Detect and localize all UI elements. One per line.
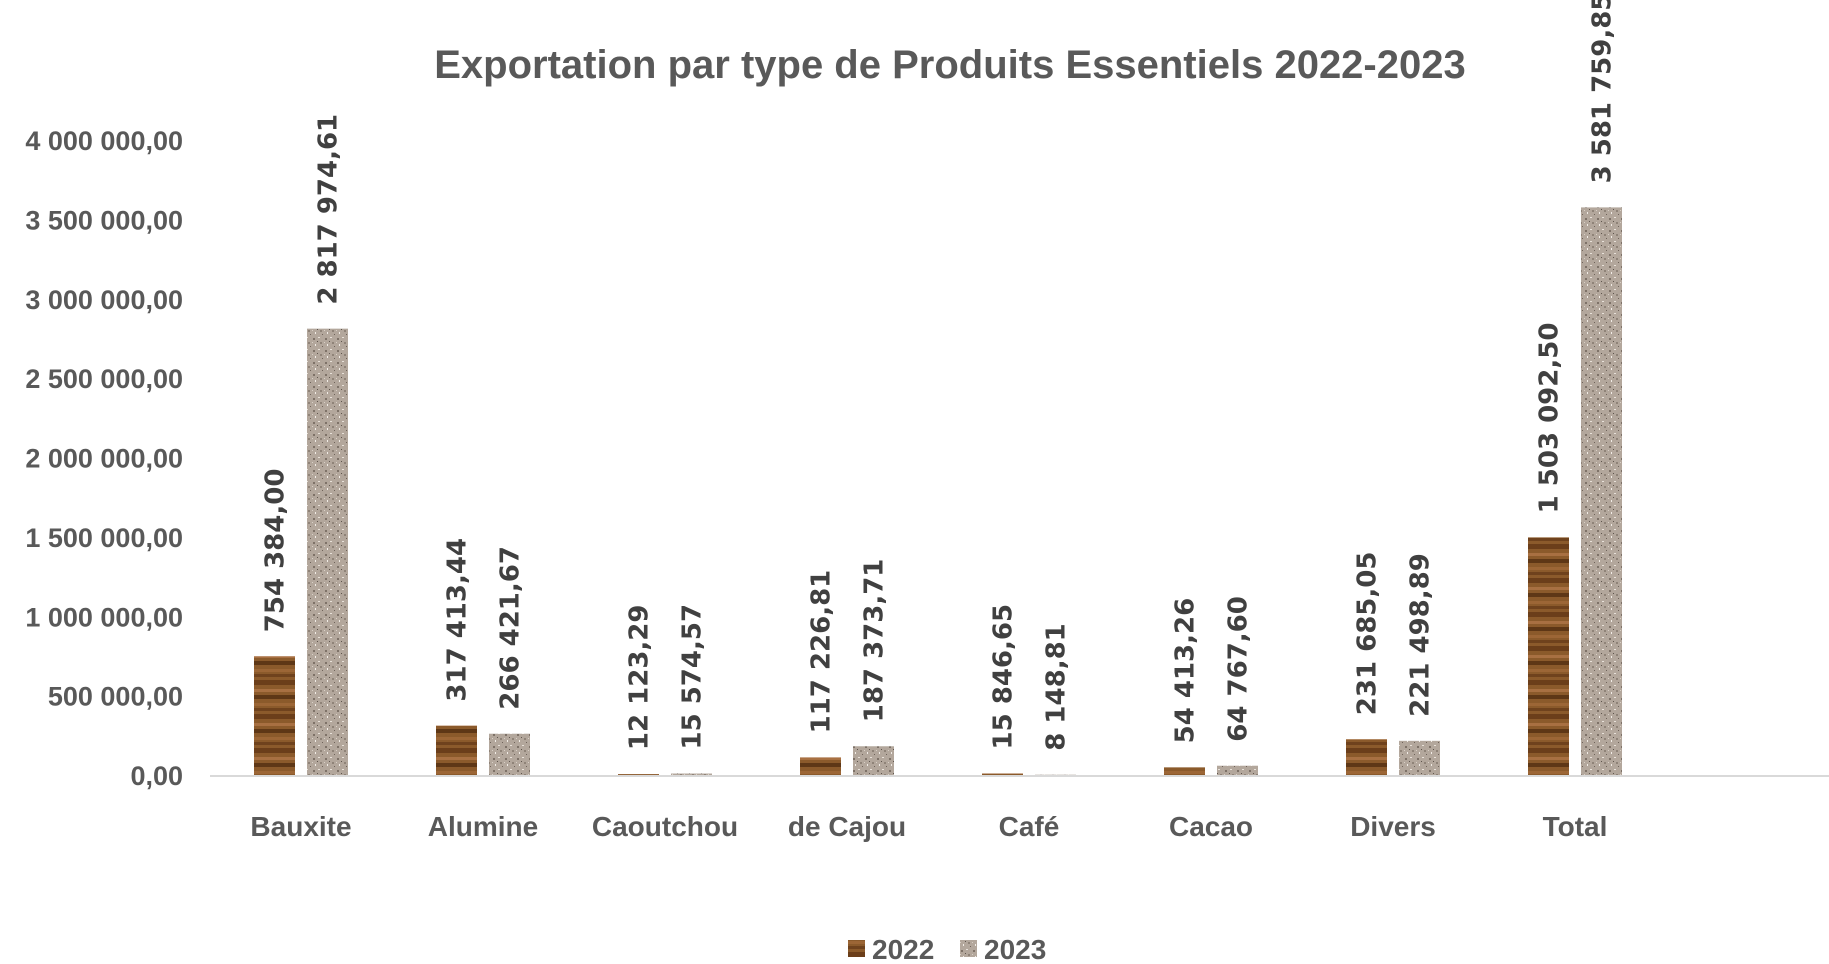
y-tick-label: 1 500 000,00 <box>25 523 183 553</box>
legend: 2022 2023 <box>848 934 1046 964</box>
x-tick-label: Alumine <box>428 811 538 842</box>
y-tick-label: 3 500 000,00 <box>25 205 183 235</box>
bar-2023-7 <box>1581 207 1622 776</box>
y-tick-label: 4 000 000,00 <box>25 126 183 156</box>
data-label: 54 413,26 <box>1171 598 1201 744</box>
bar-2022-5 <box>1164 767 1205 776</box>
bar-2023-2 <box>671 773 712 776</box>
x-tick-label: Caoutchou <box>592 811 738 842</box>
data-label: 8 148,81 <box>1042 623 1072 750</box>
bar-2022-7 <box>1528 537 1569 776</box>
data-label: 221 498,89 <box>1406 553 1436 717</box>
y-axis: 0,00 500 000,00 1 000 000,00 1 500 000,00 2 … <box>25 126 183 791</box>
y-tick-label: 500 000,00 <box>48 682 183 712</box>
data-label: 3 581 759,85 <box>1588 0 1618 183</box>
y-tick-label: 1 000 000,00 <box>25 602 183 632</box>
bar-2023-6 <box>1399 740 1440 776</box>
chart-title: Exportation par type de Produits Essenti… <box>434 43 1465 87</box>
bar-2023-0 <box>307 328 348 776</box>
bar-2022-1 <box>436 725 477 776</box>
legend-label: 2022 <box>872 934 934 964</box>
y-tick-label: 2 000 000,00 <box>25 444 183 474</box>
data-label: 1 503 092,50 <box>1535 323 1565 514</box>
data-label: 2 817 974,61 <box>314 114 344 305</box>
x-axis: Bauxite Alumine Caoutchou de Cajou Café Cacao… <box>210 775 1829 842</box>
bar-2023-1 <box>489 733 530 776</box>
y-tick-label: 0,00 <box>130 761 183 791</box>
legend-label: 2023 <box>984 934 1046 964</box>
data-label: 187 373,71 <box>860 559 890 723</box>
data-label: 12 123,29 <box>625 604 655 750</box>
legend-swatch-2023 <box>960 940 977 957</box>
data-label: 15 574,57 <box>678 604 708 750</box>
data-label: 15 846,65 <box>989 604 1019 750</box>
bar-2022-4 <box>982 773 1023 776</box>
data-label: 117 226,81 <box>807 570 837 734</box>
data-label: 64 767,60 <box>1224 596 1254 742</box>
x-tick-label: Cacao <box>1169 811 1253 842</box>
x-tick-label: Divers <box>1350 811 1436 842</box>
bar-2022-3 <box>800 757 841 776</box>
x-tick-label: Total <box>1543 811 1608 842</box>
x-tick-label: Café <box>999 811 1060 842</box>
data-label: 231 685,05 <box>1353 552 1383 716</box>
y-tick-label: 2 500 000,00 <box>25 364 183 394</box>
bar-2022-6 <box>1346 739 1387 776</box>
data-label: 754 384,00 <box>261 469 291 633</box>
data-label: 317 413,44 <box>443 538 473 702</box>
x-tick-label: Bauxite <box>250 811 351 842</box>
legend-swatch-2022 <box>848 940 865 957</box>
bar-2023-3 <box>853 746 894 776</box>
bar-2022-0 <box>254 656 295 776</box>
x-tick-label: de Cajou <box>788 811 906 842</box>
bar-2023-5 <box>1217 765 1258 776</box>
data-label: 266 421,67 <box>496 546 526 710</box>
y-tick-label: 3 000 000,00 <box>25 285 183 315</box>
bars-group <box>254 207 1622 776</box>
data-labels-group: 754 384,00 317 413,44 12 123,29 117 226,81 1… <box>261 0 1618 751</box>
